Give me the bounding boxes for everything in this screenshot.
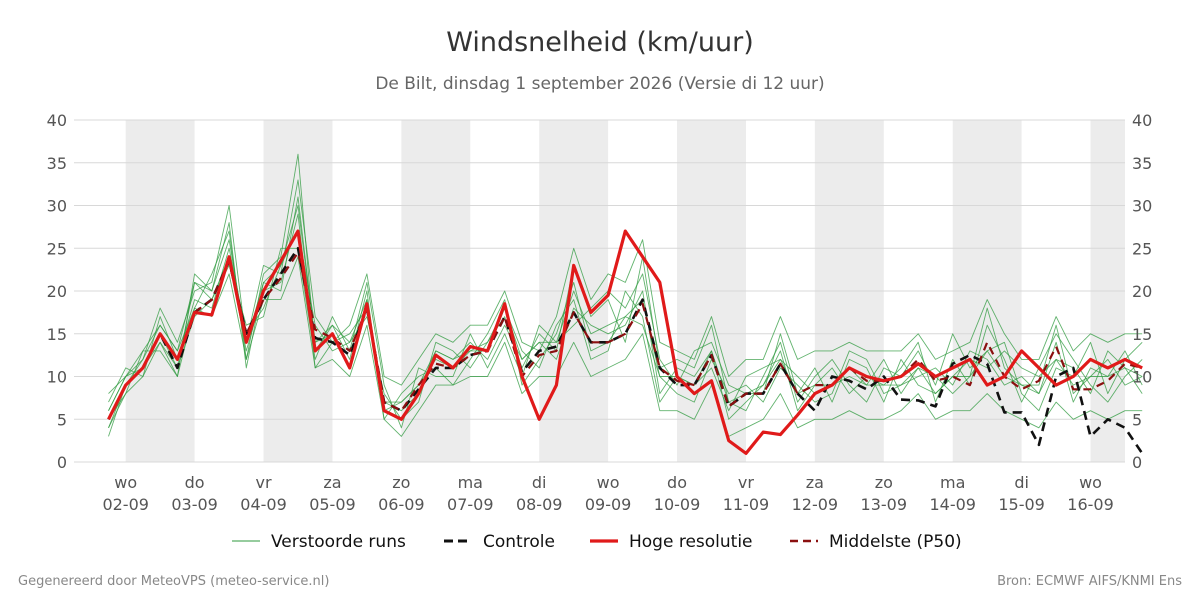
y-tick-right-5: 5 — [1132, 410, 1142, 429]
x-tick-day-6: di — [532, 473, 547, 492]
x-tick-day-11: zo — [875, 473, 893, 492]
x-tick-date-10: 12-09 — [792, 495, 839, 514]
x-tick-date-12: 14-09 — [929, 495, 976, 514]
legend: Verstoorde runs Controle Hoge resolutie Mid… — [232, 532, 962, 552]
legend-label-control: Controle — [483, 532, 555, 552]
x-tick-day-10: za — [806, 473, 824, 492]
x-axis-ticks: wo 02-09 do 03-09 vr 04-09 za 05-09 zo 06-09 ma 07-… — [102, 473, 1113, 514]
ensemble-member-7 — [108, 256, 1143, 437]
x-tick-date-6: 08-09 — [516, 495, 563, 514]
x-tick-day-4: zo — [392, 473, 410, 492]
y-tick-left-35: 35 — [47, 154, 67, 173]
x-tick-day-0: wo — [114, 473, 137, 492]
y-tick-left-20: 20 — [47, 282, 67, 301]
series-median — [107, 251, 1143, 420]
ensemble-member-8 — [108, 205, 1143, 411]
y-tick-right-20: 20 — [1132, 282, 1152, 301]
x-tick-date-3: 05-09 — [309, 495, 356, 514]
y-tick-left-25: 25 — [47, 239, 67, 258]
x-tick-date-1: 03-09 — [171, 495, 218, 514]
x-tick-date-7: 09-09 — [585, 495, 632, 514]
grid-lines — [74, 119, 1125, 463]
x-tick-date-2: 04-09 — [240, 495, 287, 514]
main-series — [107, 229, 1144, 455]
ensemble-member-6 — [108, 179, 1143, 394]
x-tick-day-7: wo — [597, 473, 620, 492]
y-tick-right-35: 35 — [1132, 154, 1152, 173]
x-tick-day-13: di — [1014, 473, 1029, 492]
y-tick-right-10: 10 — [1132, 368, 1152, 387]
x-tick-day-2: vr — [256, 473, 272, 492]
x-tick-day-14: wo — [1079, 473, 1102, 492]
y-tick-left-5: 5 — [57, 410, 67, 429]
chart-subtitle: De Bilt, dinsdag 1 september 2026 (Versi… — [375, 74, 824, 94]
footer-source: Bron: ECMWF AIFS/KNMI Ens — [997, 574, 1182, 589]
y-tick-right-15: 15 — [1132, 325, 1152, 344]
x-tick-date-11: 13-09 — [861, 495, 908, 514]
x-tick-date-5: 07-09 — [447, 495, 494, 514]
y-axis-ticks: 0 0 5 5 10 10 15 15 20 20 25 25 30 30 35 35 40 40 — [47, 111, 1153, 472]
x-tick-day-12: ma — [940, 473, 965, 492]
x-tick-date-9: 11-09 — [723, 495, 770, 514]
y-tick-left-0: 0 — [57, 453, 67, 472]
y-tick-left-10: 10 — [47, 368, 67, 387]
x-tick-day-3: za — [323, 473, 341, 492]
x-tick-date-4: 06-09 — [378, 495, 425, 514]
x-tick-date-0: 02-09 — [102, 495, 149, 514]
x-tick-day-1: do — [185, 473, 205, 492]
y-tick-left-40: 40 — [47, 111, 67, 130]
legend-label-high-res: Hoge resolutie — [629, 532, 753, 552]
x-tick-date-8: 10-09 — [654, 495, 701, 514]
x-tick-day-9: vr — [738, 473, 754, 492]
x-tick-date-14: 16-09 — [1067, 495, 1114, 514]
footer-credit: Gegenereerd door MeteoVPS (meteo-service… — [18, 574, 329, 589]
y-tick-left-15: 15 — [47, 325, 67, 344]
x-tick-date-13: 15-09 — [998, 495, 1045, 514]
legend-label-median: Middelste (P50) — [829, 532, 962, 552]
y-tick-right-30: 30 — [1132, 197, 1152, 216]
y-tick-left-30: 30 — [47, 197, 67, 216]
legend-label-ensemble: Verstoorde runs — [271, 532, 406, 552]
series-high-res — [107, 229, 1143, 455]
chart-title: Windsnelheid (km/uur) — [446, 27, 754, 58]
y-tick-right-0: 0 — [1132, 453, 1142, 472]
y-tick-right-25: 25 — [1132, 239, 1152, 258]
x-tick-day-8: do — [667, 473, 687, 492]
y-tick-right-40: 40 — [1132, 111, 1152, 130]
x-tick-day-5: ma — [458, 473, 483, 492]
